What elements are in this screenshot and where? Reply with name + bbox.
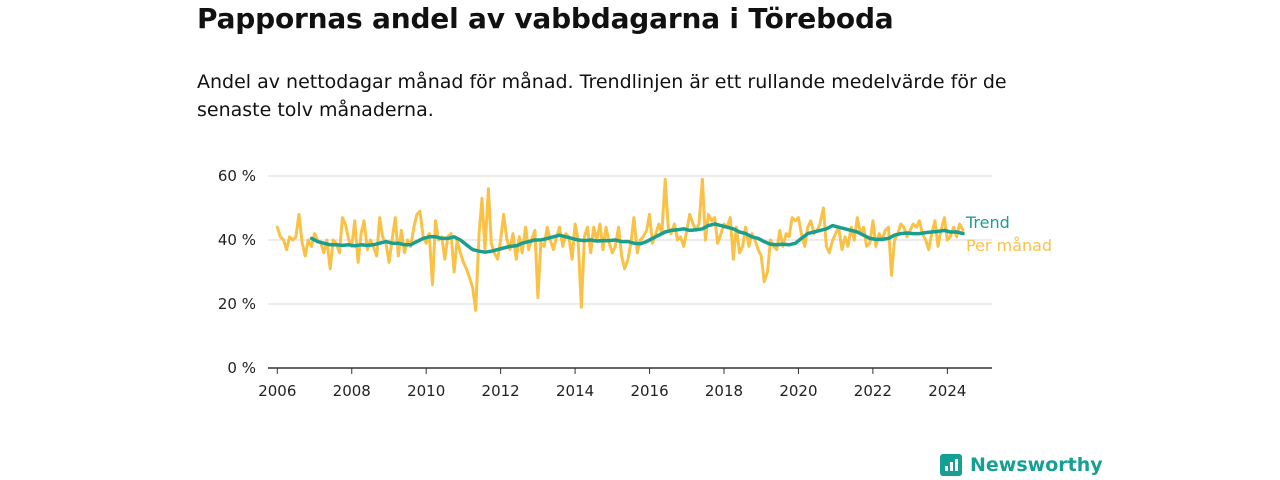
x-tick-label: 2020	[779, 382, 817, 400]
newsworthy-logo-icon	[940, 454, 962, 476]
x-tick-label: 2024	[928, 382, 966, 400]
trend-line	[309, 222, 965, 254]
newsworthy-logo[interactable]: Newsworthy	[940, 451, 1103, 479]
y-tick-label: 0 %	[227, 359, 256, 377]
chart-title: Pappornas andel av vabbdagarna i Törebod…	[197, 2, 894, 35]
x-tick-label: 2014	[556, 382, 594, 400]
y-axis-tick-labels: 0 % 20 % 40 % 60 %	[218, 167, 256, 377]
x-tick-label: 2016	[630, 382, 668, 400]
y-tick-label: 60 %	[218, 167, 256, 185]
legend-label-trend: Trend	[965, 213, 1010, 232]
x-tick-label: 2018	[705, 382, 743, 400]
x-axis: 2006 2008 2010 2012 2014 2016 2018 2020 2022 2024	[258, 367, 992, 400]
legend-label-per-manad: Per månad	[966, 236, 1052, 255]
legend: Trend Per månad	[965, 213, 1052, 255]
brand-name: Newsworthy	[970, 454, 1103, 476]
y-tick-label: 20 %	[218, 295, 256, 313]
x-tick-label: 2012	[482, 382, 520, 400]
x-tick-label: 2022	[854, 382, 892, 400]
x-tick-label: 2008	[333, 382, 371, 400]
y-tick-label: 40 %	[218, 231, 256, 249]
x-tick-label: 2010	[407, 382, 445, 400]
series-lines	[275, 177, 965, 312]
x-tick-label: 2006	[258, 382, 296, 400]
chart-subtitle: Andel av nettodagar månad för månad. Tre…	[197, 71, 1007, 121]
